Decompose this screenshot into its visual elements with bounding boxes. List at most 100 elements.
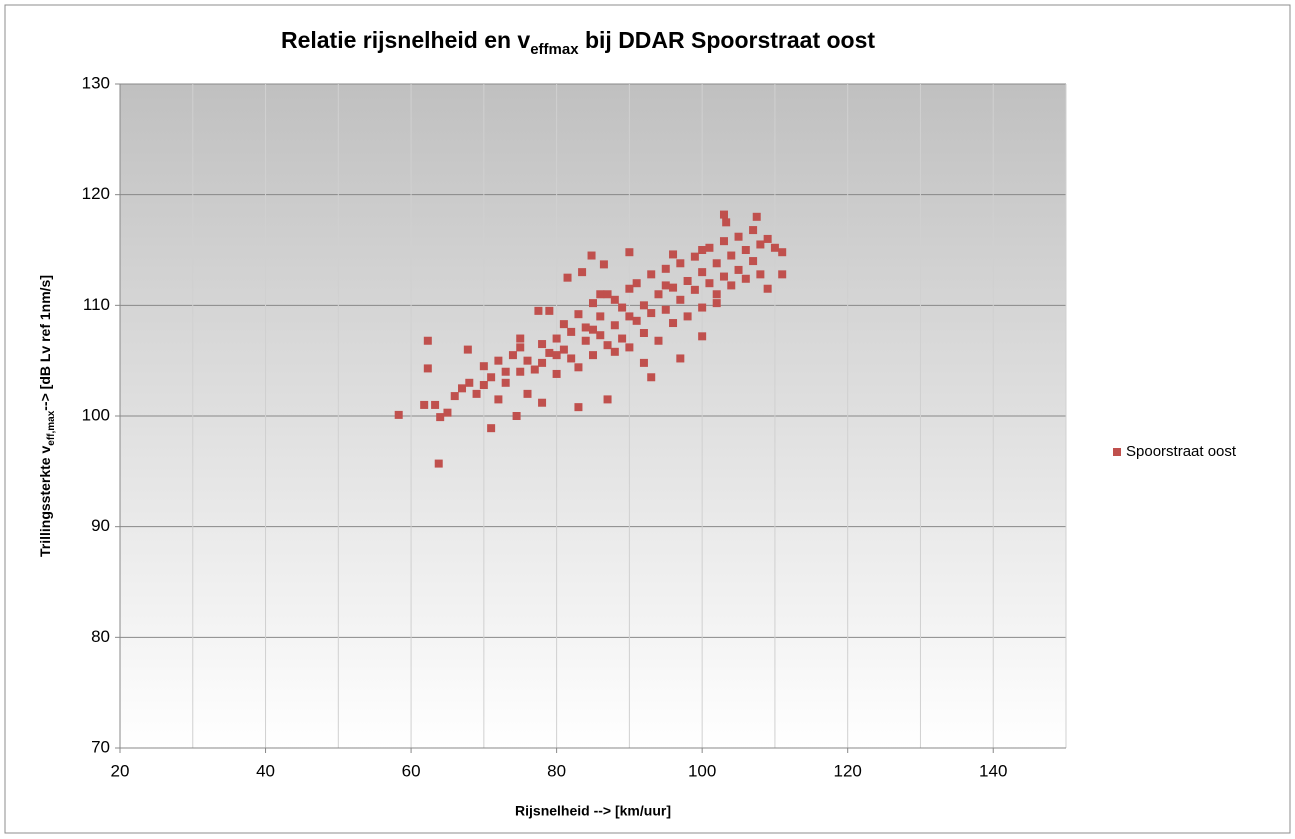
title-subscript: effmax [530, 41, 579, 58]
point [472, 389, 481, 398]
point [545, 348, 554, 357]
point [589, 299, 597, 308]
x-tick-label: 140 [979, 761, 1007, 780]
point [756, 270, 765, 279]
y-tick-label: 70 [91, 737, 110, 756]
point [676, 259, 685, 268]
point [443, 408, 452, 417]
point [465, 378, 474, 387]
y-axis-title: Trillingssterkte veff,max--> [dB Lv ref … [37, 275, 57, 557]
x-tick-label: 20 [111, 761, 130, 780]
point [487, 424, 496, 433]
point [574, 363, 583, 372]
point [610, 321, 619, 330]
point [494, 356, 503, 365]
point [458, 384, 467, 393]
point [632, 316, 641, 325]
point [581, 336, 590, 345]
point [669, 283, 678, 292]
point [647, 309, 656, 318]
point [523, 389, 532, 398]
point [423, 364, 432, 373]
x-tick-label: 40 [256, 761, 275, 780]
point [661, 281, 670, 290]
point [639, 301, 648, 310]
point [778, 248, 787, 257]
point [778, 270, 787, 279]
y-tick-label: 120 [82, 184, 110, 203]
point [581, 323, 590, 332]
point [501, 367, 510, 376]
y-tick-label: 80 [91, 627, 110, 646]
point [523, 356, 532, 365]
point [741, 274, 750, 283]
legend-label: Spoorstraat oost [1126, 443, 1237, 460]
point [690, 252, 699, 261]
point [661, 264, 670, 273]
point [749, 257, 758, 266]
point [683, 276, 692, 285]
point [574, 403, 583, 412]
title-part: Relatie rijsnelheid en v [281, 27, 530, 53]
point [512, 412, 521, 420]
point [669, 250, 678, 259]
point [420, 400, 429, 409]
point [647, 373, 656, 382]
point [530, 365, 539, 374]
point [603, 290, 612, 299]
x-tick-label: 100 [688, 761, 716, 780]
point [596, 331, 605, 340]
y-tick-label: 100 [82, 405, 110, 424]
point [431, 400, 440, 409]
y-tick-label: 130 [82, 73, 110, 92]
point [756, 240, 765, 249]
point [712, 259, 721, 268]
title-part: bij DDAR Spoorstraat oost [579, 27, 876, 53]
point [552, 351, 561, 360]
x-tick-label: 120 [834, 761, 862, 780]
point [712, 299, 721, 308]
point [727, 251, 736, 260]
point [698, 246, 707, 254]
point [734, 265, 743, 274]
point [479, 362, 488, 371]
point [734, 232, 743, 241]
point [538, 340, 547, 349]
point [494, 395, 503, 404]
point [589, 325, 597, 334]
x-tick-label: 60 [402, 761, 421, 780]
point [763, 234, 772, 243]
point [669, 319, 678, 328]
point [538, 358, 547, 367]
point [749, 226, 758, 235]
point [574, 310, 583, 319]
point [450, 392, 459, 401]
y-tick-label: 90 [91, 516, 110, 535]
point [552, 369, 561, 378]
point [423, 336, 432, 345]
point [578, 268, 587, 277]
point [508, 351, 517, 360]
point [516, 343, 525, 352]
point [625, 284, 634, 293]
point [690, 285, 699, 294]
point [722, 218, 731, 227]
point [589, 351, 597, 360]
point [479, 381, 488, 390]
point [639, 358, 648, 367]
point [632, 279, 641, 288]
point [719, 210, 728, 219]
point [618, 334, 627, 343]
point [603, 395, 612, 404]
chart-title: Relatie rijsnelheid en veffmax bij DDAR … [281, 27, 875, 58]
point [698, 303, 707, 312]
point [501, 378, 510, 387]
point [741, 246, 750, 254]
point [727, 281, 736, 290]
point [552, 334, 561, 343]
point [610, 295, 619, 304]
point [625, 248, 634, 257]
point [654, 290, 663, 299]
point [676, 295, 685, 304]
